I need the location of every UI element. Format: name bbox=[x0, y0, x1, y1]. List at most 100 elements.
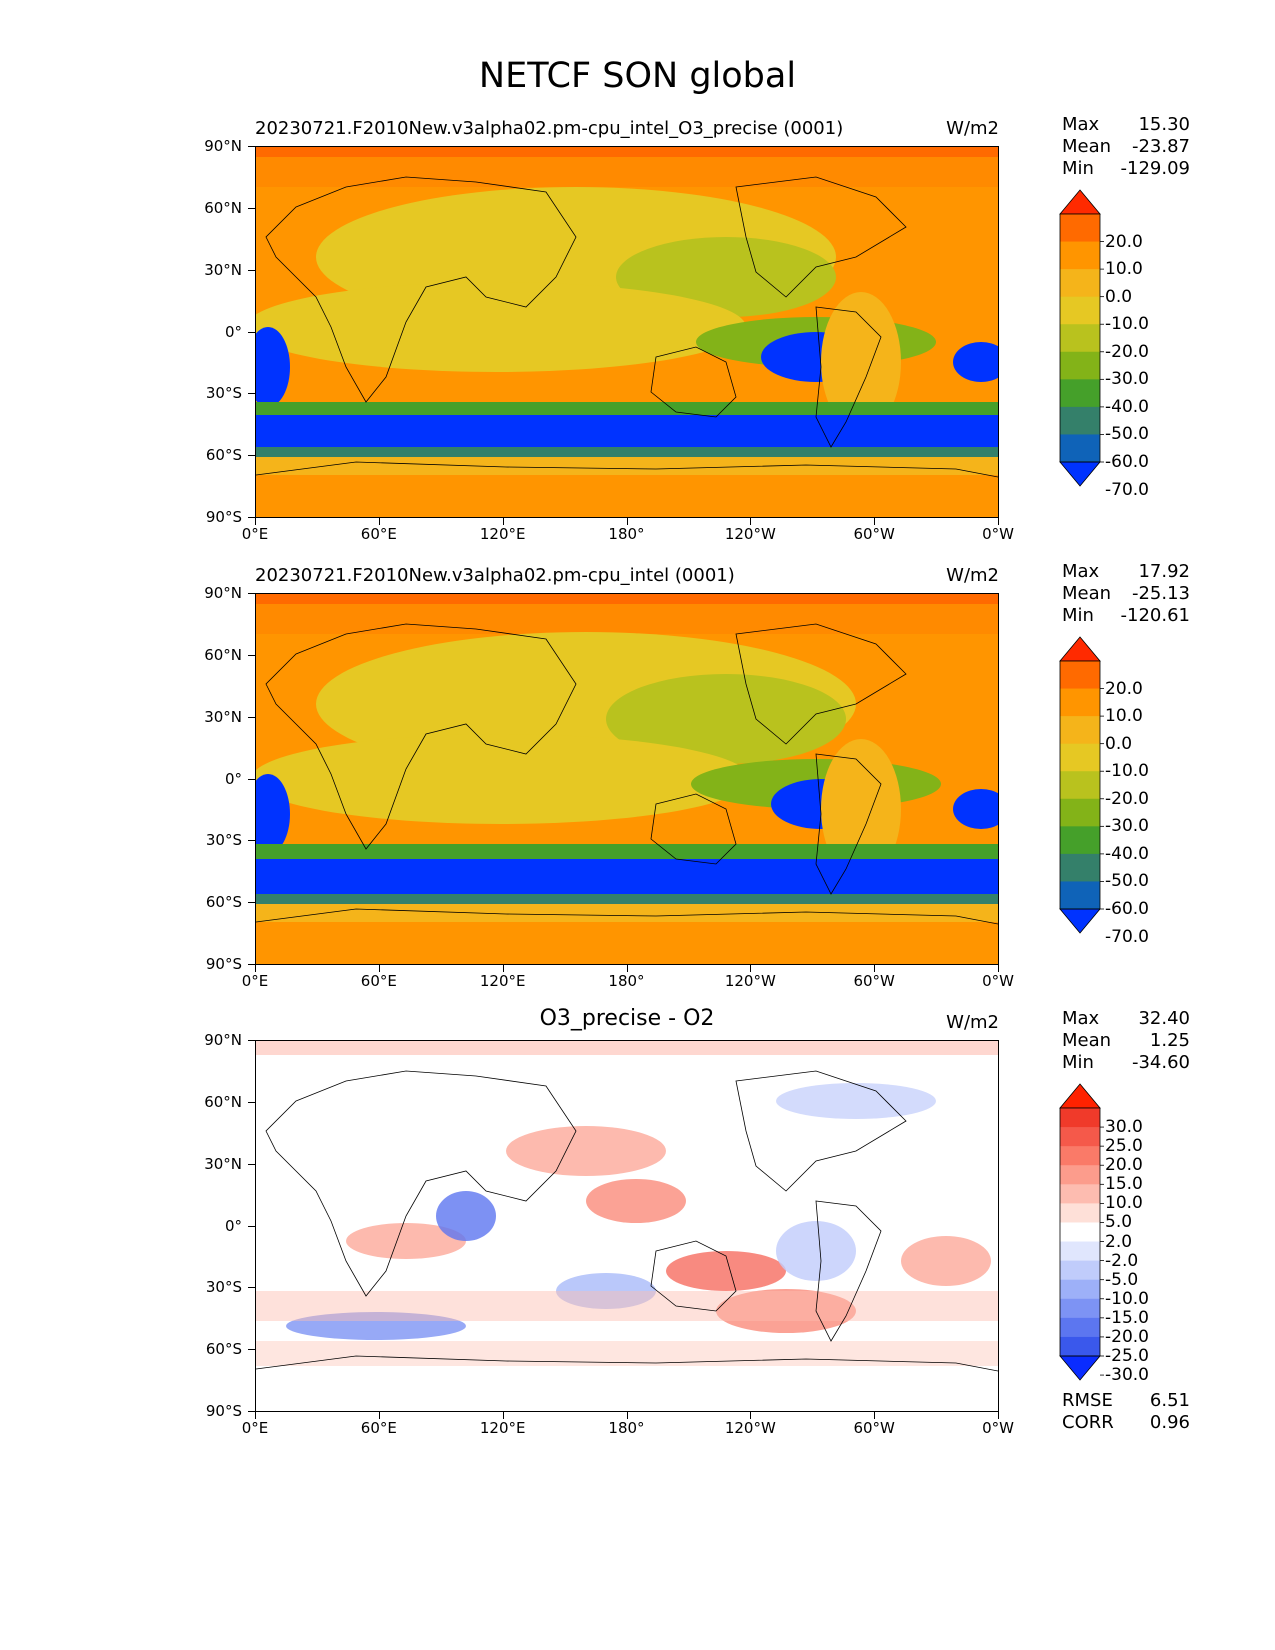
colorbar-bin bbox=[1060, 1165, 1100, 1185]
colorbar-bin bbox=[1060, 1222, 1100, 1243]
lat-tick-mark bbox=[248, 964, 255, 965]
lat-tick-label: 60°S bbox=[205, 446, 242, 465]
lon-tick-mark bbox=[255, 965, 256, 972]
panel-units: W/m2 bbox=[946, 118, 999, 139]
lon-tick-label: 120°E bbox=[479, 972, 526, 990]
lon-tick-label: 60°W bbox=[853, 1419, 895, 1437]
colorbar-tick-label: -40.0 bbox=[1105, 396, 1149, 417]
stats-box: Max 32.40 Mean 1.25 Min -34.60 bbox=[1062, 1008, 1190, 1074]
colorbar-tick-label: -2.0 bbox=[1105, 1250, 1139, 1271]
stat-min-label: Min bbox=[1062, 1052, 1094, 1073]
lon-tick-mark bbox=[998, 965, 999, 972]
field-region bbox=[821, 292, 901, 432]
field-region bbox=[256, 734, 751, 824]
colorbar-extend-min bbox=[1059, 461, 1101, 487]
panel-difference: O3_precise - O2 W/m2 bbox=[0, 1004, 1275, 1474]
field-band-arctic bbox=[256, 1041, 998, 1055]
stat-max-label: Max bbox=[1062, 1008, 1100, 1029]
lat-tick-mark bbox=[248, 1287, 255, 1289]
field-region bbox=[776, 1083, 936, 1119]
lat-tick-mark bbox=[248, 1040, 255, 1041]
colorbar bbox=[1059, 189, 1104, 487]
lon-tick-label: 180° bbox=[608, 972, 645, 990]
field-region bbox=[256, 774, 290, 854]
field-band-antarctic-coast bbox=[256, 904, 998, 922]
figure-title: NETCF SON global bbox=[478, 56, 797, 96]
colorbar-bin bbox=[1060, 1146, 1100, 1166]
colorbar-bin bbox=[1060, 1317, 1100, 1338]
colorbar-tick-label: -60.0 bbox=[1105, 899, 1149, 919]
lat-tick-mark bbox=[248, 331, 255, 333]
field-region bbox=[506, 1126, 666, 1176]
lat-tick-label: 60°N bbox=[204, 198, 242, 217]
field-region bbox=[346, 1223, 466, 1259]
lon-tick-label: 0°W bbox=[982, 972, 1014, 990]
lat-tick-label: 0° bbox=[224, 322, 242, 341]
colorbar-tick-label: 20.0 bbox=[1105, 678, 1143, 699]
colorbar-tick-label: 10.0 bbox=[1105, 706, 1143, 727]
colorbar-tick-label: 15.0 bbox=[1105, 1174, 1143, 1195]
lon-tick-label: 0°W bbox=[982, 1419, 1014, 1437]
colorbar-bin bbox=[1060, 688, 1100, 717]
stat-min-value: -129.09 bbox=[1120, 158, 1190, 179]
field-band-antarctica bbox=[256, 922, 998, 964]
field-region bbox=[556, 1273, 656, 1309]
lat-tick-mark bbox=[248, 1101, 255, 1103]
field-region bbox=[256, 327, 290, 407]
panel-test: 20230721.F2010New.v3alpha02.pm-cpu_intel… bbox=[0, 110, 1275, 580]
colorbar-bin bbox=[1060, 214, 1100, 243]
colorbar-extend-max bbox=[1059, 189, 1101, 215]
colorbar-tick-label: -30.0 bbox=[1105, 369, 1149, 390]
lon-tick-mark bbox=[998, 1412, 999, 1419]
colorbar-bin bbox=[1060, 351, 1100, 380]
colorbar-tick-label: -15.0 bbox=[1105, 1307, 1149, 1328]
stat-mean-value: 1.25 bbox=[1149, 1030, 1190, 1051]
map-plot bbox=[255, 593, 999, 965]
stat-min-label: Min bbox=[1062, 158, 1094, 179]
lat-tick-label: 60°N bbox=[204, 1092, 242, 1111]
colorbar-tick-label: -30.0 bbox=[1105, 1365, 1149, 1386]
lon-tick-mark bbox=[874, 518, 876, 525]
colorbar-bin bbox=[1060, 379, 1100, 408]
field-region bbox=[586, 1179, 686, 1223]
field-region bbox=[666, 1251, 786, 1291]
panel-units: W/m2 bbox=[946, 1012, 999, 1033]
lat-tick-label: 30°N bbox=[204, 1154, 242, 1173]
stats-box: Max 15.30 Mean -23.87 Min -129.09 bbox=[1062, 114, 1190, 180]
field-band-antarctic-coast bbox=[256, 457, 998, 475]
field-region bbox=[953, 342, 998, 382]
rmse-value: 6.51 bbox=[1149, 1390, 1190, 1411]
lat-tick-mark bbox=[248, 393, 255, 395]
colorbar-tick-label: -20.0 bbox=[1105, 341, 1149, 362]
lat-tick-label: 0° bbox=[224, 1216, 242, 1235]
colorbar-bin bbox=[1060, 826, 1100, 855]
lat-tick-label: 60°S bbox=[205, 1340, 242, 1359]
lat-tick-label: 60°N bbox=[204, 645, 242, 664]
panel-units: W/m2 bbox=[946, 565, 999, 586]
colorbar-tick-label: 10.0 bbox=[1105, 259, 1143, 280]
lon-tick-label: 120°W bbox=[724, 525, 776, 543]
colorbar-extend-max bbox=[1059, 1083, 1101, 1109]
field-region bbox=[256, 282, 746, 372]
stat-min-label: Min bbox=[1062, 605, 1094, 626]
stat-mean-value: -23.87 bbox=[1131, 136, 1190, 157]
lon-tick-mark bbox=[502, 518, 504, 525]
map-plot bbox=[255, 146, 999, 518]
field-band-southern-edge bbox=[256, 447, 998, 457]
lat-tick-mark bbox=[248, 840, 255, 842]
coastlines bbox=[256, 1070, 998, 1372]
lat-tick-mark bbox=[248, 1349, 255, 1351]
colorbar-bin bbox=[1060, 1298, 1100, 1319]
colorbar-bin bbox=[1060, 1279, 1100, 1300]
lon-tick-mark bbox=[626, 965, 628, 972]
lat-tick-mark bbox=[248, 455, 255, 457]
lon-tick-mark bbox=[502, 965, 504, 972]
colorbar-tick-label: 30.0 bbox=[1105, 1117, 1143, 1138]
lon-tick-mark bbox=[378, 518, 380, 525]
lat-tick-label: 90°S bbox=[205, 955, 242, 973]
colorbar-bin bbox=[1060, 1260, 1100, 1281]
field-band-southern-mid bbox=[256, 1291, 998, 1321]
lon-tick-mark bbox=[998, 518, 999, 525]
colorbar-bin bbox=[1060, 853, 1100, 882]
colorbar-tick-label: -20.0 bbox=[1105, 788, 1149, 809]
